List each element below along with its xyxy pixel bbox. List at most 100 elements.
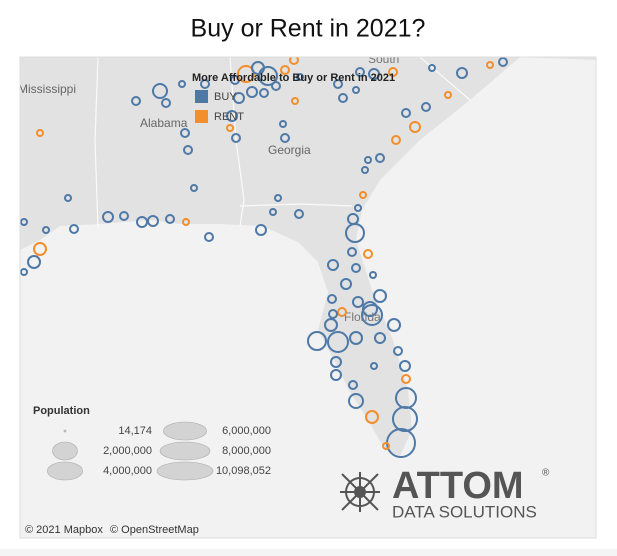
size-label: 4,000,000 [103, 465, 152, 477]
logo-mark: ® [542, 468, 550, 479]
size-swatch [156, 461, 214, 481]
county-marker [338, 93, 348, 103]
land [20, 57, 596, 456]
county-marker [183, 145, 193, 155]
county-marker [42, 226, 50, 234]
county-marker [226, 124, 234, 132]
county-marker [374, 332, 386, 344]
county-marker [364, 156, 372, 164]
county-marker [409, 121, 421, 133]
county-marker [328, 309, 338, 319]
county-marker [361, 304, 383, 326]
county-marker [226, 110, 238, 122]
county-marker [20, 218, 28, 226]
county-marker [289, 57, 299, 65]
size-legend: Population 14,174 2,000,000 4,000,000 6,000… [33, 405, 271, 481]
county-marker [161, 98, 171, 108]
county-marker [337, 307, 347, 317]
county-marker [375, 153, 385, 163]
county-marker [190, 184, 198, 192]
county-marker [307, 331, 327, 351]
size-swatch [52, 441, 78, 461]
county-marker [369, 271, 377, 279]
size-label: 2,000,000 [103, 445, 152, 457]
county-marker [333, 79, 343, 89]
size-swatch [47, 461, 83, 481]
county-marker [152, 83, 168, 99]
size-label: 6,000,000 [222, 425, 271, 437]
county-marker [69, 224, 79, 234]
county-marker [382, 442, 390, 450]
county-marker [230, 75, 240, 85]
place-label: Alabama [140, 116, 188, 130]
county-marker [401, 374, 411, 384]
county-marker [182, 218, 190, 226]
logo-icon [340, 472, 380, 512]
county-marker [391, 135, 401, 145]
county-marker [33, 242, 47, 256]
county-marker [388, 67, 398, 77]
county-marker [330, 369, 342, 381]
county-marker [280, 133, 290, 143]
county-marker [368, 68, 380, 80]
legend-label: RENT [214, 111, 244, 123]
county-marker [365, 410, 379, 424]
county-marker [294, 209, 304, 219]
county-marker [64, 194, 72, 202]
county-marker [255, 224, 267, 236]
county-marker [237, 65, 255, 83]
county-marker [324, 318, 338, 332]
legend-swatch [195, 110, 208, 123]
color-legend: More Affordable to Buy or Rent in 2021 B… [192, 72, 395, 123]
map: Mississippi Alabama Georgia Florida Sout… [18, 52, 596, 538]
county-marker [456, 67, 468, 79]
county-marker [147, 215, 159, 227]
county-marker [340, 278, 352, 290]
county-marker [359, 191, 367, 199]
county-marker [387, 318, 401, 332]
attribution: © 2021 Mapbox [25, 524, 103, 536]
size-label: 10,098,052 [216, 465, 271, 477]
county-marker [421, 102, 431, 112]
place-label: South [368, 52, 399, 66]
size-swatch [63, 429, 67, 433]
county-marker [363, 249, 373, 259]
title: Buy or Rent in 2021? [191, 15, 426, 43]
county-marker [370, 362, 378, 370]
county-marker [399, 360, 411, 372]
county-marker [355, 67, 365, 77]
county-marker [119, 211, 129, 221]
attribution: © OpenStreetMap [110, 524, 199, 536]
logo-tagline: DATA SOLUTIONS [392, 502, 537, 521]
place-label: Georgia [268, 143, 311, 157]
county-marker [102, 211, 114, 223]
legend-title: Population [33, 405, 90, 417]
county-marker [269, 208, 277, 216]
county-marker [231, 133, 241, 143]
size-label: 8,000,000 [222, 445, 271, 457]
place-label: Mississippi [18, 82, 76, 96]
size-label: 14,174 [118, 425, 152, 437]
legend-title: More Affordable to Buy or Rent in 2021 [192, 72, 395, 84]
county-marker [498, 57, 508, 67]
county-marker [27, 255, 41, 269]
county-marker [401, 108, 411, 118]
county-marker [351, 263, 361, 273]
county-marker [200, 79, 210, 89]
county-marker [352, 296, 364, 308]
map-frame [19, 56, 597, 539]
county-marker [274, 194, 282, 202]
state-borders [94, 57, 471, 229]
size-swatch [159, 441, 211, 461]
size-swatch [163, 421, 207, 441]
county-marker [20, 268, 28, 276]
county-marker [327, 259, 339, 271]
county-marker [352, 86, 360, 94]
county-marker [348, 380, 358, 390]
county-marker [444, 91, 452, 99]
footer-bar [0, 549, 617, 556]
county-marker [131, 96, 141, 106]
